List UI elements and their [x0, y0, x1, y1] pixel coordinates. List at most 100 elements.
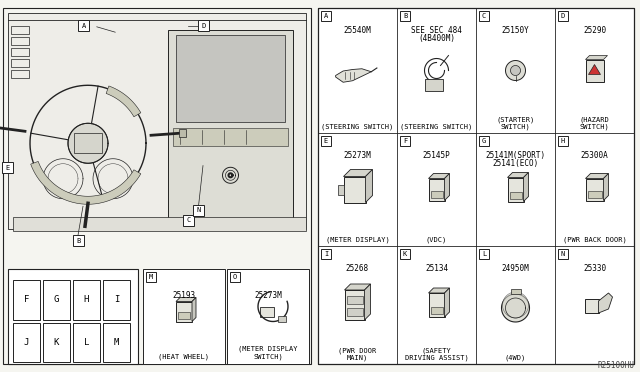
Bar [178, 311, 190, 318]
Bar [479, 11, 489, 21]
Text: A: A [81, 22, 86, 29]
Bar [586, 60, 604, 81]
Polygon shape [445, 173, 449, 201]
Bar [511, 289, 520, 294]
Text: E: E [324, 138, 328, 144]
Text: M: M [114, 338, 119, 347]
Text: (HAZARD
SWITCH): (HAZARD SWITCH) [580, 116, 609, 130]
Text: K: K [54, 338, 59, 347]
Bar [198, 20, 209, 31]
Text: 25300A: 25300A [580, 151, 609, 160]
Bar [400, 136, 410, 146]
Text: L: L [84, 338, 89, 347]
Bar [558, 11, 568, 21]
Polygon shape [429, 173, 449, 179]
Bar [103, 280, 130, 320]
Polygon shape [511, 65, 520, 76]
Bar [429, 179, 445, 201]
Text: F: F [24, 295, 29, 304]
Text: 25145P: 25145P [422, 151, 451, 160]
Text: I: I [324, 251, 328, 257]
Bar [337, 185, 344, 195]
Polygon shape [429, 288, 449, 293]
Text: 25150Y: 25150Y [502, 26, 529, 35]
Bar [479, 249, 489, 259]
Text: (STEERING SWITCH): (STEERING SWITCH) [401, 124, 472, 130]
Bar [43, 280, 70, 320]
Bar [400, 249, 410, 259]
Bar [260, 307, 274, 317]
Polygon shape [586, 173, 609, 179]
Text: L: L [482, 251, 486, 257]
Text: 24950M: 24950M [502, 264, 529, 273]
Bar [8, 269, 138, 364]
Text: K: K [403, 251, 407, 257]
Polygon shape [506, 61, 525, 80]
Text: O: O [233, 274, 237, 280]
Bar [43, 323, 70, 362]
Text: (PWR DOOR
MAIN): (PWR DOOR MAIN) [339, 347, 376, 361]
Bar [11, 48, 29, 56]
Bar [3, 8, 311, 364]
Bar [431, 190, 442, 198]
Polygon shape [68, 123, 108, 163]
Text: SEE SEC 484: SEE SEC 484 [411, 26, 462, 35]
Bar [321, 249, 331, 259]
Polygon shape [524, 173, 529, 202]
Polygon shape [586, 55, 607, 60]
Bar [321, 136, 331, 146]
Polygon shape [445, 288, 449, 317]
Text: (4B400M): (4B400M) [418, 34, 455, 43]
Bar [146, 272, 156, 282]
Bar [143, 269, 225, 364]
Polygon shape [344, 284, 371, 290]
Text: (STEERING SWITCH): (STEERING SWITCH) [321, 124, 394, 130]
Polygon shape [604, 173, 609, 201]
Text: H: H [84, 295, 89, 304]
Text: C: C [482, 13, 486, 19]
Polygon shape [598, 293, 612, 313]
Bar [424, 78, 442, 90]
Bar [586, 179, 604, 201]
Text: (STARTER)
SWITCH): (STARTER) SWITCH) [497, 116, 534, 130]
Bar [558, 249, 568, 259]
Bar [344, 176, 365, 202]
Text: 25134: 25134 [425, 264, 448, 273]
Polygon shape [31, 161, 141, 204]
Text: R25100HU: R25100HU [598, 361, 635, 370]
Bar [13, 323, 40, 362]
Bar [346, 296, 362, 304]
Text: C: C [186, 217, 191, 223]
Bar [588, 190, 602, 198]
Bar [176, 35, 285, 122]
Text: 25141M(SPORT): 25141M(SPORT) [485, 151, 545, 160]
Polygon shape [502, 294, 529, 322]
Text: (METER DISPLAY
SWITCH): (METER DISPLAY SWITCH) [238, 346, 298, 360]
Bar [508, 177, 524, 202]
Text: N: N [561, 251, 565, 257]
Bar [13, 217, 306, 231]
Polygon shape [74, 133, 102, 153]
Bar [584, 299, 598, 313]
Bar [346, 308, 362, 316]
Polygon shape [344, 170, 372, 176]
Bar [509, 192, 522, 199]
Bar [400, 11, 410, 21]
Bar [429, 293, 445, 317]
Bar [173, 128, 288, 146]
Text: 25330: 25330 [583, 264, 606, 273]
Bar [193, 205, 204, 216]
Bar [479, 136, 489, 146]
Bar [176, 301, 192, 321]
Bar [558, 136, 568, 146]
Text: (METER DISPLAY): (METER DISPLAY) [326, 237, 389, 243]
Bar [344, 290, 365, 320]
Text: G: G [54, 295, 59, 304]
Polygon shape [589, 64, 600, 74]
Text: E: E [5, 165, 10, 171]
Bar [318, 8, 634, 364]
Bar [321, 11, 331, 21]
Text: (HEAT WHEEL): (HEAT WHEEL) [159, 353, 209, 360]
Polygon shape [106, 86, 141, 117]
Bar [179, 129, 186, 137]
